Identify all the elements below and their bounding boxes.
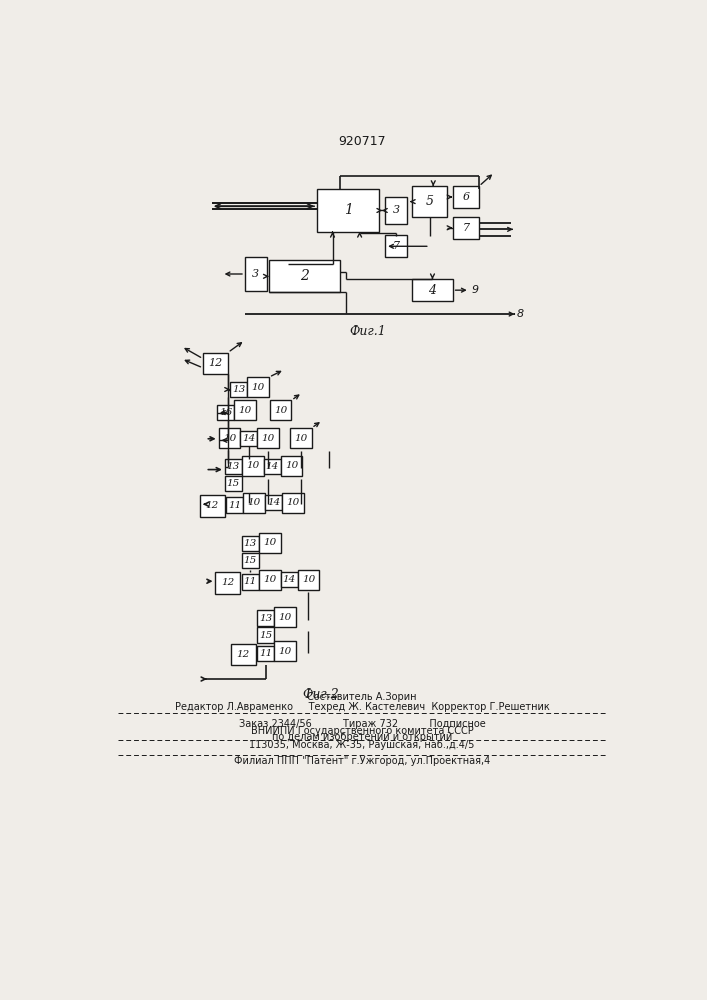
Bar: [242, 553, 259, 568]
Bar: [203, 353, 228, 374]
Bar: [452, 186, 479, 208]
Text: 10: 10: [294, 434, 308, 443]
Bar: [257, 627, 274, 643]
Text: 10: 10: [302, 575, 315, 584]
Bar: [240, 431, 257, 446]
Bar: [234, 400, 256, 420]
Text: 10: 10: [252, 383, 264, 392]
Text: 14: 14: [283, 575, 296, 584]
Text: 3: 3: [252, 269, 259, 279]
Bar: [247, 377, 269, 397]
Bar: [242, 574, 259, 590]
Text: Редактор Л.Авраменко     Техред Ж. Кастелевич  Корректор Г.Решетник: Редактор Л.Авраменко Техред Ж. Кастелеви…: [175, 702, 549, 712]
Bar: [385, 235, 407, 257]
Bar: [412, 186, 448, 217]
Bar: [298, 570, 320, 590]
Bar: [317, 189, 379, 232]
Text: 10: 10: [279, 613, 292, 622]
Bar: [265, 495, 282, 510]
Bar: [217, 405, 234, 420]
Text: 10: 10: [246, 461, 259, 470]
Text: 11: 11: [259, 649, 272, 658]
Bar: [257, 610, 274, 626]
Bar: [242, 536, 259, 551]
Bar: [281, 456, 303, 476]
Text: 13: 13: [259, 614, 272, 623]
Text: 10: 10: [279, 647, 292, 656]
Text: 6: 6: [462, 192, 469, 202]
Text: 15: 15: [244, 556, 257, 565]
Text: 13: 13: [232, 385, 245, 394]
Text: 10: 10: [263, 538, 276, 547]
Text: 920717: 920717: [338, 135, 386, 148]
Text: 3: 3: [392, 205, 399, 215]
Text: 4: 4: [428, 284, 436, 297]
Text: 13: 13: [244, 539, 257, 548]
Bar: [290, 428, 312, 448]
Bar: [257, 428, 279, 448]
Bar: [282, 493, 304, 513]
Text: ВНИИПИ Государственного комитета СССР: ВНИИПИ Государственного комитета СССР: [250, 726, 473, 736]
Text: 10: 10: [285, 461, 298, 470]
Bar: [412, 279, 452, 301]
Text: Фuг.2: Фuг.2: [303, 688, 339, 701]
Text: 15: 15: [227, 479, 240, 488]
Bar: [243, 493, 265, 513]
Text: 16: 16: [219, 408, 232, 417]
Text: 9: 9: [472, 285, 479, 295]
Text: 10: 10: [247, 498, 261, 507]
Bar: [242, 456, 264, 476]
Text: 12: 12: [237, 650, 250, 659]
Text: 8: 8: [517, 309, 524, 319]
Text: 10: 10: [274, 406, 287, 415]
Text: Заказ 2344/56          Тираж 732          Подписное: Заказ 2344/56 Тираж 732 Подписное: [238, 719, 485, 729]
Text: 10: 10: [263, 575, 276, 584]
Text: 15: 15: [259, 631, 272, 640]
Text: 12: 12: [206, 501, 219, 510]
Text: 10: 10: [262, 434, 275, 443]
Bar: [200, 495, 225, 517]
Text: 10: 10: [286, 498, 300, 507]
Text: 7: 7: [392, 241, 399, 251]
Text: 1: 1: [344, 203, 352, 217]
Bar: [257, 646, 274, 661]
Bar: [452, 217, 479, 239]
Text: 2: 2: [300, 269, 309, 283]
Text: Фuг.1: Фuг.1: [349, 325, 386, 338]
Bar: [218, 428, 240, 448]
Bar: [231, 644, 256, 665]
Text: 14: 14: [243, 434, 255, 443]
Text: 7: 7: [462, 223, 469, 233]
Bar: [226, 497, 243, 513]
Text: Филиал ППП "Патент" г.Ужгород, ул.Проектная,4: Филиал ППП "Патент" г.Ужгород, ул.Проект…: [234, 756, 490, 766]
Text: 13: 13: [227, 462, 240, 471]
Text: 10: 10: [238, 406, 252, 415]
Bar: [270, 400, 291, 420]
Text: 12: 12: [209, 358, 223, 368]
Bar: [245, 257, 267, 291]
Bar: [274, 641, 296, 661]
Text: 14: 14: [267, 498, 280, 507]
Text: 14: 14: [265, 462, 279, 471]
Text: по делам изобретений и открытий: по делам изобретений и открытий: [271, 732, 452, 742]
Text: 11: 11: [228, 500, 242, 510]
Text: Составитель А.Зорин: Составитель А.Зорин: [308, 692, 416, 702]
Bar: [385, 197, 407, 224]
Bar: [216, 572, 240, 594]
Text: 10: 10: [223, 434, 236, 443]
Text: 12: 12: [221, 578, 235, 587]
Bar: [264, 459, 281, 474]
Bar: [225, 459, 242, 474]
Text: 5: 5: [426, 195, 434, 208]
Text: 11: 11: [244, 578, 257, 586]
Bar: [281, 572, 298, 587]
Bar: [225, 476, 242, 491]
Bar: [259, 533, 281, 553]
Bar: [274, 607, 296, 627]
Text: 113035, Москва, Ж-35, Раушская, наб.,д.4/5: 113035, Москва, Ж-35, Раушская, наб.,д.4…: [250, 740, 474, 750]
Bar: [269, 260, 340, 292]
Bar: [230, 382, 247, 397]
Bar: [259, 570, 281, 590]
